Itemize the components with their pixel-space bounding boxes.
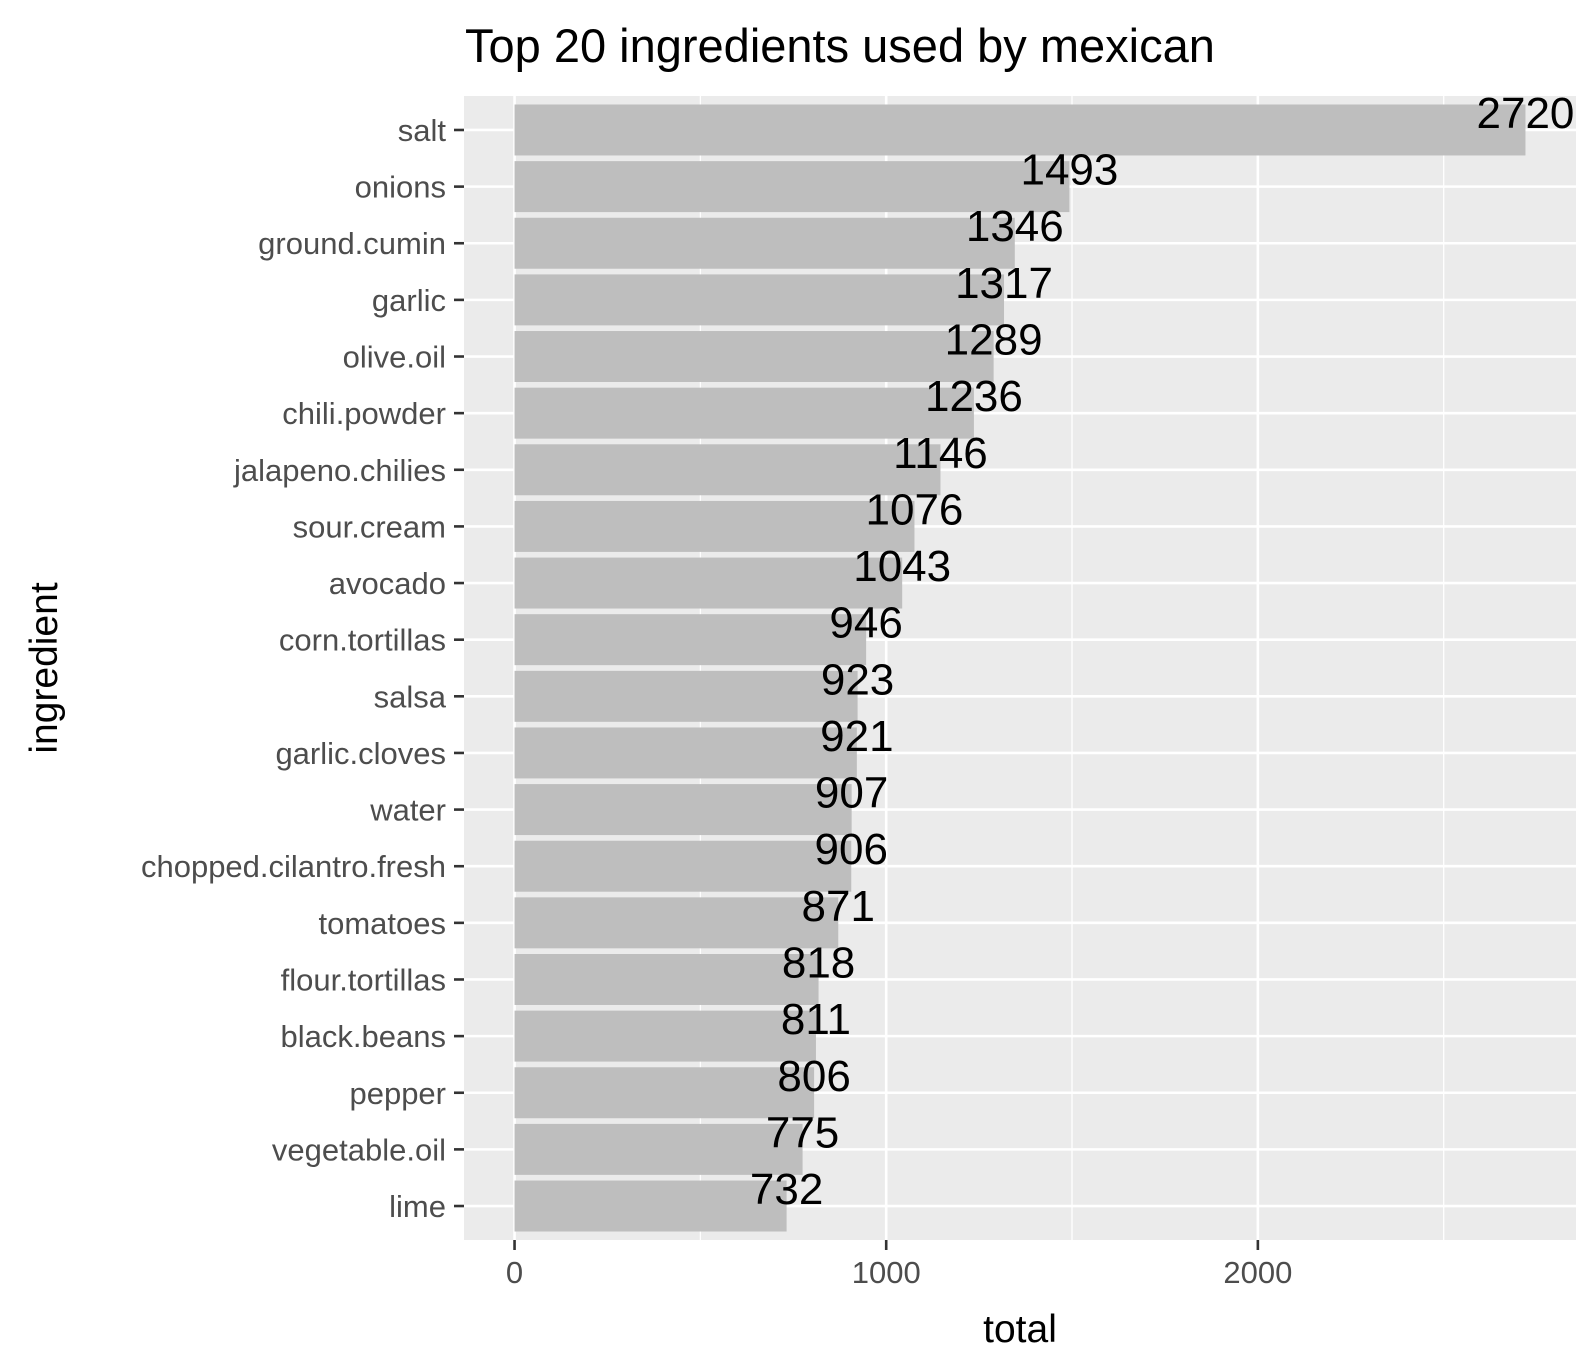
data-label-salt: 2720 bbox=[1477, 89, 1575, 138]
y-tick-label: chopped.cilantro.fresh bbox=[141, 849, 446, 884]
y-tick-label: olive.oil bbox=[343, 340, 446, 375]
y-axis: salt onions ground.cumin garlic olive.oil chi… bbox=[141, 113, 464, 1224]
y-tick-label: ground.cumin bbox=[258, 226, 446, 261]
y-tick-label: chili.powder bbox=[282, 396, 446, 431]
data-label-olive.oil: 1289 bbox=[945, 316, 1043, 365]
bar-black.beans bbox=[514, 1010, 816, 1062]
bar-olive.oil bbox=[514, 331, 994, 382]
bar-water bbox=[514, 784, 852, 836]
data-label-garlic.cloves: 921 bbox=[820, 712, 893, 761]
bar-ground.cumin bbox=[514, 217, 1015, 269]
data-label-onions: 1493 bbox=[1020, 146, 1118, 195]
y-tick-label: salsa bbox=[374, 679, 447, 714]
bar-corn.tortillas bbox=[514, 614, 867, 666]
bar-salt bbox=[514, 104, 1526, 156]
bar-tomatoes bbox=[514, 897, 839, 949]
y-tick-label: black.beans bbox=[281, 1019, 446, 1054]
y-tick-label: lime bbox=[389, 1189, 446, 1224]
bar-avocado bbox=[514, 557, 903, 609]
data-label-lime: 732 bbox=[750, 1165, 823, 1214]
bar-jalapeno.chilies bbox=[514, 444, 941, 496]
chart-title: Top 20 ingredients used by mexican bbox=[465, 19, 1215, 72]
y-tick-label: water bbox=[369, 793, 446, 828]
bars bbox=[514, 104, 1526, 1232]
data-label-avocado: 1043 bbox=[853, 542, 951, 591]
data-label-pepper: 806 bbox=[777, 1052, 850, 1101]
y-tick-label: avocado bbox=[329, 566, 446, 601]
y-tick-label: jalapeno.chilies bbox=[233, 453, 446, 488]
y-tick-label: salt bbox=[398, 113, 447, 148]
y-tick-label: tomatoes bbox=[318, 906, 446, 941]
data-label-garlic: 1317 bbox=[955, 259, 1053, 308]
bar-garlic.cloves bbox=[514, 727, 857, 779]
y-tick-label: flour.tortillas bbox=[281, 962, 446, 997]
y-tick-label: garlic.cloves bbox=[275, 736, 446, 771]
bar-sour.cream bbox=[514, 500, 915, 552]
y-tick-label: sour.cream bbox=[293, 509, 446, 544]
y-tick-label: onions bbox=[355, 170, 446, 205]
y-tick-label: garlic bbox=[372, 283, 446, 318]
data-label-sour.cream: 1076 bbox=[866, 485, 964, 534]
data-label-chili.powder: 1236 bbox=[925, 372, 1023, 421]
bar-onions bbox=[514, 161, 1070, 213]
x-axis-title: total bbox=[983, 1308, 1057, 1351]
data-label-flour.tortillas: 818 bbox=[782, 938, 855, 987]
data-labels: 2720 1493 1346 1317 1289 1236 1146 1076 1043 946 9… bbox=[750, 89, 1575, 1214]
x-axis: 0 1000 2000 bbox=[506, 1240, 1292, 1290]
bar-flour.tortillas bbox=[514, 954, 819, 1005]
x-tick-label: 1000 bbox=[852, 1255, 921, 1290]
data-label-jalapeno.chilies: 1146 bbox=[893, 429, 988, 478]
data-label-chopped.cilantro.fresh: 906 bbox=[815, 825, 888, 874]
bar-lime bbox=[514, 1180, 787, 1232]
bar-vegetable.oil bbox=[514, 1123, 803, 1175]
x-tick-label: 0 bbox=[506, 1255, 523, 1290]
data-label-salsa: 923 bbox=[821, 655, 894, 704]
bar-chopped.cilantro.fresh bbox=[514, 840, 852, 892]
bar-garlic bbox=[514, 274, 1005, 326]
y-tick-label: corn.tortillas bbox=[279, 623, 446, 658]
data-label-vegetable.oil: 775 bbox=[766, 1108, 839, 1157]
y-tick-label: pepper bbox=[349, 1076, 446, 1111]
data-label-tomatoes: 871 bbox=[802, 882, 875, 931]
y-tick-label: vegetable.oil bbox=[272, 1132, 446, 1167]
x-tick-label: 2000 bbox=[1223, 1255, 1292, 1290]
y-axis-title: ingredient bbox=[23, 582, 66, 753]
data-label-corn.tortillas: 946 bbox=[829, 599, 902, 648]
data-label-water: 907 bbox=[815, 769, 888, 818]
bar-salsa bbox=[514, 670, 858, 722]
data-label-ground.cumin: 1346 bbox=[966, 202, 1064, 251]
bar-pepper bbox=[514, 1067, 815, 1119]
data-label-black.beans: 811 bbox=[781, 995, 851, 1044]
bar-chili.powder bbox=[514, 387, 974, 439]
